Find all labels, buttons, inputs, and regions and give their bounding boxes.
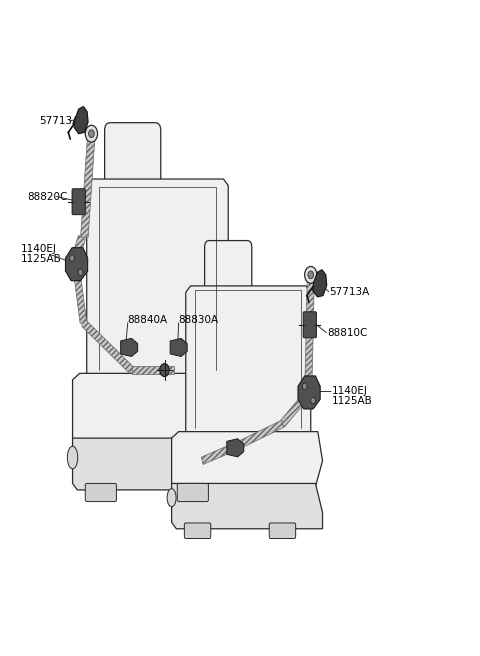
Circle shape [85,125,97,142]
Text: 88810C: 88810C [327,327,368,338]
FancyBboxPatch shape [204,241,252,293]
Circle shape [70,255,74,261]
FancyBboxPatch shape [72,189,85,215]
Polygon shape [239,420,283,448]
Circle shape [308,271,313,279]
Polygon shape [305,328,313,383]
Text: 1140EJ: 1140EJ [332,386,368,396]
Ellipse shape [167,489,176,506]
Circle shape [305,266,317,283]
Polygon shape [312,270,327,297]
Text: 1125AB: 1125AB [21,254,61,264]
Polygon shape [72,438,245,490]
Ellipse shape [67,446,78,469]
Polygon shape [202,441,241,464]
Polygon shape [120,338,138,356]
Polygon shape [298,376,320,409]
Circle shape [311,398,315,404]
Polygon shape [65,248,88,281]
Text: 88820C: 88820C [28,192,68,201]
Text: 1140EJ: 1140EJ [21,244,57,254]
Text: 57713A: 57713A [330,287,370,297]
Polygon shape [186,286,311,438]
Polygon shape [170,338,187,356]
Text: 88840A: 88840A [128,316,168,325]
Polygon shape [172,483,323,529]
Polygon shape [87,179,228,380]
FancyBboxPatch shape [184,523,211,539]
FancyBboxPatch shape [85,483,117,502]
FancyBboxPatch shape [303,312,316,338]
FancyBboxPatch shape [105,123,161,187]
Polygon shape [72,264,87,323]
Circle shape [78,269,83,276]
Circle shape [160,363,169,377]
Polygon shape [81,133,95,238]
Text: 88830A: 88830A [179,316,219,325]
Polygon shape [132,366,174,375]
Polygon shape [82,319,133,373]
FancyBboxPatch shape [269,523,296,539]
Circle shape [302,383,307,390]
Polygon shape [306,275,314,328]
Polygon shape [72,373,245,451]
Text: 57713A: 57713A [39,115,80,126]
Polygon shape [74,106,88,134]
Polygon shape [72,236,85,259]
Circle shape [89,130,94,138]
Text: 1125AB: 1125AB [332,396,373,405]
FancyBboxPatch shape [177,483,208,502]
Polygon shape [280,390,311,427]
Polygon shape [227,439,244,457]
Polygon shape [172,432,323,491]
